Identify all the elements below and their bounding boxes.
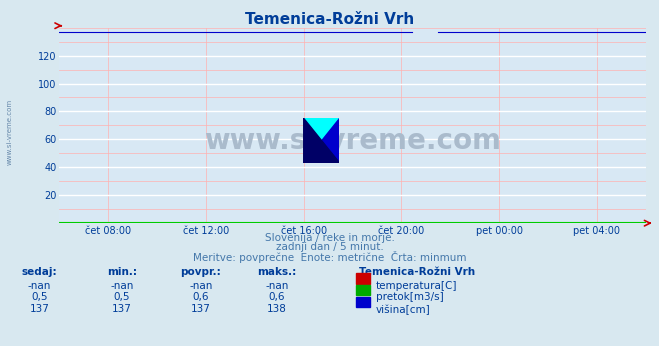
Text: 0,5: 0,5 (113, 292, 130, 302)
Text: 0,5: 0,5 (31, 292, 48, 302)
Text: 137: 137 (191, 304, 211, 315)
Text: maks.:: maks.: (257, 267, 297, 277)
Text: Temenica-Rožni Vrh: Temenica-Rožni Vrh (245, 12, 414, 27)
Text: 137: 137 (112, 304, 132, 315)
Text: 0,6: 0,6 (268, 292, 285, 302)
Text: -nan: -nan (110, 281, 134, 291)
Polygon shape (303, 118, 339, 163)
Text: Slovenija / reke in morje.: Slovenija / reke in morje. (264, 233, 395, 243)
Text: -nan: -nan (265, 281, 289, 291)
Text: zadnji dan / 5 minut.: zadnji dan / 5 minut. (275, 242, 384, 252)
Text: Temenica-Rožni Vrh: Temenica-Rožni Vrh (359, 267, 475, 277)
Text: višina[cm]: višina[cm] (376, 304, 430, 315)
Text: temperatura[C]: temperatura[C] (376, 281, 457, 291)
Text: povpr.:: povpr.: (181, 267, 221, 277)
Text: 0,6: 0,6 (192, 292, 210, 302)
Polygon shape (303, 118, 339, 163)
Text: -nan: -nan (28, 281, 51, 291)
Text: 138: 138 (267, 304, 287, 315)
Text: www.si-vreme.com: www.si-vreme.com (7, 98, 13, 165)
Text: -nan: -nan (189, 281, 213, 291)
Text: pretok[m3/s]: pretok[m3/s] (376, 292, 444, 302)
Text: Meritve: povprečne  Enote: metrične  Črta: minmum: Meritve: povprečne Enote: metrične Črta:… (192, 251, 467, 263)
Text: www.si-vreme.com: www.si-vreme.com (204, 127, 501, 155)
Polygon shape (303, 118, 339, 163)
Text: min.:: min.: (107, 267, 137, 277)
Polygon shape (303, 118, 339, 163)
Text: 137: 137 (30, 304, 49, 315)
Text: sedaj:: sedaj: (22, 267, 57, 277)
